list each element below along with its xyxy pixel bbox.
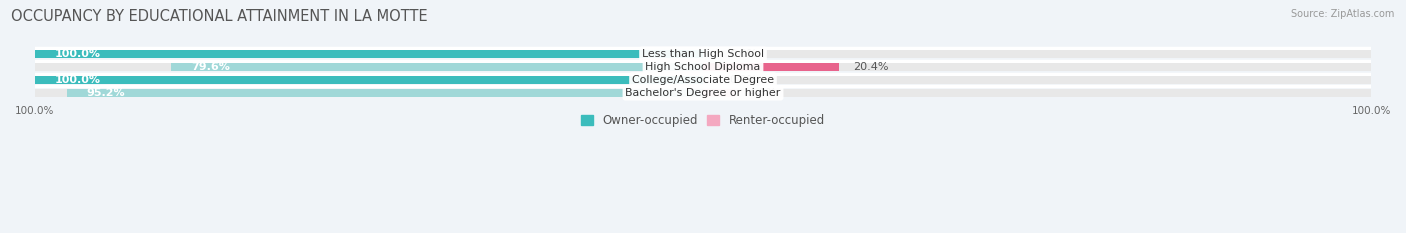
Text: 0.0%: 0.0% <box>730 75 758 85</box>
Text: 0.0%: 0.0% <box>730 49 758 59</box>
Bar <box>66 89 703 97</box>
Bar <box>35 63 1371 71</box>
Text: 4.8%: 4.8% <box>748 88 778 98</box>
Bar <box>35 76 1371 84</box>
Bar <box>172 63 703 71</box>
Bar <box>35 50 1371 58</box>
Text: 79.6%: 79.6% <box>191 62 231 72</box>
Legend: Owner-occupied, Renter-occupied: Owner-occupied, Renter-occupied <box>581 114 825 127</box>
Bar <box>703 63 839 71</box>
Bar <box>703 89 735 97</box>
Text: OCCUPANCY BY EDUCATIONAL ATTAINMENT IN LA MOTTE: OCCUPANCY BY EDUCATIONAL ATTAINMENT IN L… <box>11 9 427 24</box>
Text: 95.2%: 95.2% <box>87 88 125 98</box>
Text: 100.0%: 100.0% <box>55 75 101 85</box>
Text: 100.0%: 100.0% <box>55 49 101 59</box>
Bar <box>35 76 703 84</box>
Bar <box>35 50 703 58</box>
Text: 20.4%: 20.4% <box>852 62 889 72</box>
Text: Less than High School: Less than High School <box>643 49 763 59</box>
Text: Bachelor's Degree or higher: Bachelor's Degree or higher <box>626 88 780 98</box>
Text: High School Diploma: High School Diploma <box>645 62 761 72</box>
Text: College/Associate Degree: College/Associate Degree <box>631 75 775 85</box>
Text: Source: ZipAtlas.com: Source: ZipAtlas.com <box>1291 9 1395 19</box>
Bar <box>35 89 1371 97</box>
